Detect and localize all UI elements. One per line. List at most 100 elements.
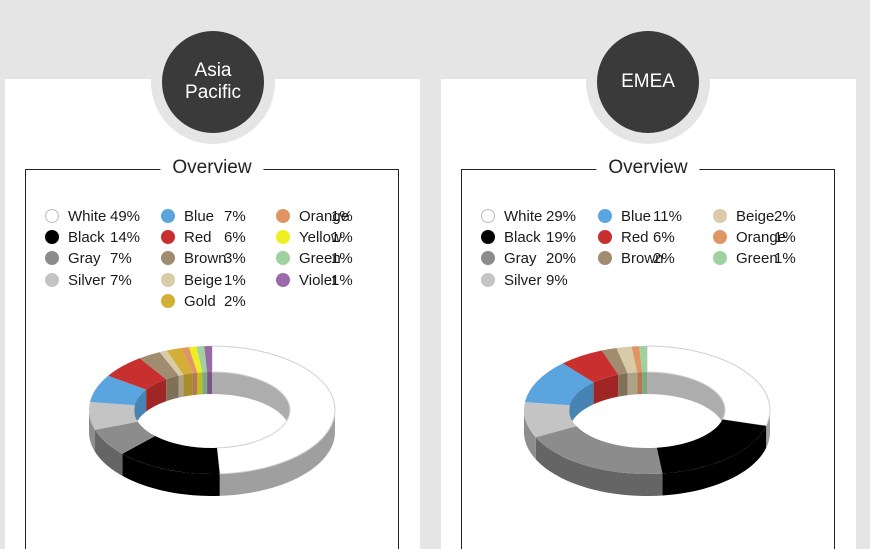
legend-value: 6% <box>224 228 246 246</box>
legend-item-green: Green 1% <box>713 248 796 268</box>
legend-value: 2% <box>774 207 796 225</box>
slice-white <box>211 345 336 475</box>
legend-item-silver: Silver 7% <box>45 270 132 290</box>
legend-item-beige: Beige 1% <box>161 270 246 290</box>
overview-frame-asia-pacific: Overview <box>25 157 399 549</box>
legend-item-yellow: Yellow 1% <box>276 227 353 247</box>
legend-swatch <box>481 230 495 244</box>
legend-item-green: Green 1% <box>276 248 353 268</box>
slice-side-black <box>662 425 767 496</box>
legend-item-orange: Orange 1% <box>276 206 353 226</box>
slice-gray <box>95 421 156 454</box>
legend-value: 2% <box>653 249 675 267</box>
slice-inner-blue <box>134 389 147 428</box>
legend-label: Beige <box>184 271 223 289</box>
legend-swatch <box>481 273 495 287</box>
legend-swatch <box>45 230 59 244</box>
legend-label: Gray <box>68 249 101 267</box>
legend-value: 1% <box>774 249 796 267</box>
legend-value: 14% <box>110 228 141 246</box>
legend-label: Black <box>504 228 541 246</box>
donut-chart-asia-pacific <box>89 345 336 496</box>
legend-value: 3% <box>224 249 246 267</box>
legend-swatch <box>45 209 59 223</box>
legend-item-gold: Gold 2% <box>161 291 246 311</box>
legend-swatch <box>598 251 612 265</box>
slice-side-black <box>122 453 220 496</box>
slice-yellow <box>188 346 203 373</box>
slice-inner-orange <box>192 372 198 396</box>
slice-brown <box>139 352 179 380</box>
slice-blue <box>89 375 147 406</box>
legend-label: Red <box>184 228 212 246</box>
slice-inner-green <box>202 372 208 395</box>
legend-swatch <box>276 251 290 265</box>
legend-swatch <box>161 294 175 308</box>
legend-item-violet: Violet 1% <box>276 270 353 290</box>
legend-label: Green <box>736 249 778 267</box>
legend-label: White <box>504 207 543 225</box>
legend-swatch <box>481 251 495 265</box>
legend-label: Brown <box>184 249 227 267</box>
legend-item-black: Black 19% <box>481 227 576 247</box>
legend-swatch <box>161 209 175 223</box>
legend-label: Gold <box>184 292 216 310</box>
legend-swatch <box>45 251 59 265</box>
legend-label: Violet <box>299 271 337 289</box>
slice-side-silver <box>524 410 536 460</box>
slice-black <box>122 436 220 474</box>
slice-inner-blue <box>569 382 594 428</box>
legend-swatch <box>161 230 175 244</box>
slice-inner-green <box>642 372 647 395</box>
legend-value: 1% <box>331 207 353 225</box>
slice-silver <box>89 401 138 430</box>
legend-value: 6% <box>653 228 675 246</box>
legend-item-brown: Brown 2% <box>598 248 675 268</box>
legend-item-black: Black 14% <box>45 227 140 247</box>
slice-beige <box>616 346 638 374</box>
legend-item-white: White 29% <box>481 206 576 226</box>
legend-value: 7% <box>110 271 132 289</box>
legend-value: 29% <box>546 207 577 225</box>
legend-value: 9% <box>546 271 568 289</box>
legend-value: 49% <box>110 207 141 225</box>
slice-green <box>639 346 647 373</box>
region-badge-emea: EMEA <box>597 31 699 133</box>
legend-label: Gray <box>504 249 537 267</box>
legend-swatch <box>713 251 727 265</box>
slice-red <box>108 358 167 390</box>
slice-inner-beige <box>178 374 184 398</box>
legend-value: 7% <box>110 249 132 267</box>
legend-value: 1% <box>224 271 246 289</box>
legend-swatch <box>161 251 175 265</box>
legend-value: 11% <box>653 207 682 225</box>
legend-swatch <box>598 230 612 244</box>
slice-inner-white <box>212 372 290 432</box>
legend-swatch <box>598 209 612 223</box>
legend-value: 1% <box>774 228 796 246</box>
legend-item-blue: Blue 11% <box>598 206 682 226</box>
slice-black <box>656 419 767 474</box>
slice-side-gray <box>535 437 663 496</box>
legend-item-orange: Orange 1% <box>713 227 796 247</box>
slice-side-silver <box>89 410 96 452</box>
legend-item-red: Red 6% <box>161 227 246 247</box>
legend-item-gray: Gray 20% <box>481 248 576 268</box>
legend-label: White <box>68 207 107 225</box>
slice-violet <box>204 346 212 373</box>
slice-silver <box>524 401 577 438</box>
legend-swatch <box>276 273 290 287</box>
legend-label: Beige <box>736 207 775 225</box>
legend-item-gray: Gray 7% <box>45 248 132 268</box>
legend-label: Silver <box>68 271 106 289</box>
slice-side-white <box>219 410 335 496</box>
legend-swatch <box>481 209 495 223</box>
slice-inner-white <box>647 372 725 432</box>
slice-inner-red <box>146 379 167 412</box>
slice-inner-brown <box>618 373 628 397</box>
slice-gold <box>166 348 193 375</box>
slice-inner-orange <box>637 372 643 395</box>
legend-label: Blue <box>621 207 652 225</box>
legend-item-beige: Beige 2% <box>713 206 796 226</box>
